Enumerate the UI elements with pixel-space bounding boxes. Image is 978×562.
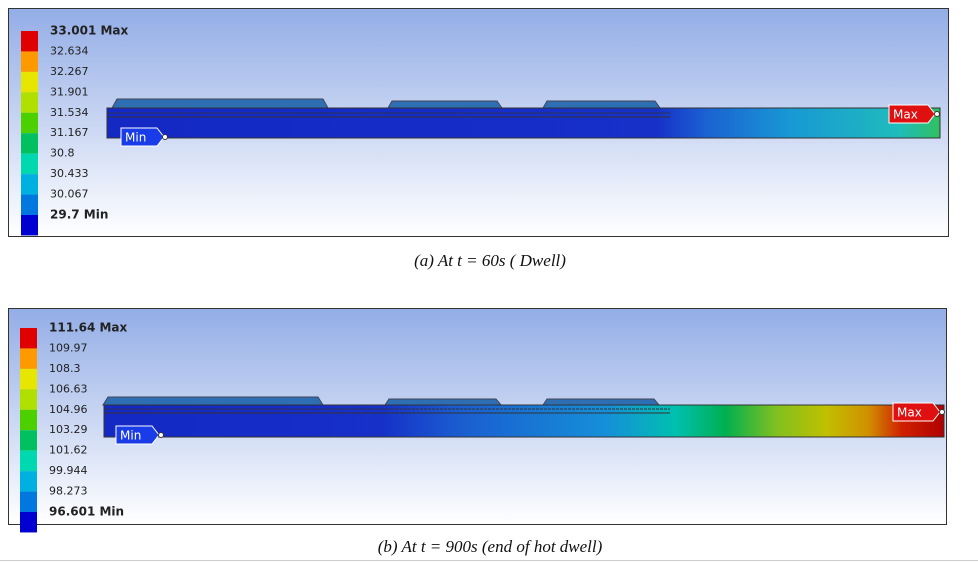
- legend-label: 31.534: [50, 106, 89, 119]
- legend-swatch: [20, 348, 37, 369]
- legend-label: 101.62: [49, 444, 88, 457]
- legend-swatch: [20, 430, 37, 451]
- min-tag: Min: [120, 429, 141, 443]
- legend-label: 29.7 Min: [50, 208, 108, 222]
- legend-swatch: [21, 31, 38, 52]
- min-point: [158, 432, 164, 438]
- legend-label: 104.96: [49, 403, 88, 416]
- legend-label: 109.97: [49, 341, 88, 354]
- body: [103, 404, 945, 438]
- legend-swatch: [20, 368, 37, 390]
- legend-label: 30.433: [50, 167, 89, 180]
- legend-label: 32.634: [50, 44, 89, 57]
- max-tag: Max: [897, 406, 922, 420]
- legend-label: 33.001 Max: [50, 24, 129, 38]
- legend-swatch: [20, 409, 37, 431]
- legend-swatch: [21, 174, 38, 195]
- legend-label: 98.273: [49, 485, 88, 498]
- legend-swatch: [20, 389, 37, 410]
- legend-label: 32.267: [50, 65, 89, 78]
- legend-swatch: [21, 153, 38, 175]
- panel: Min Max (b) At t = 900s (end of hot dwel…: [8, 308, 947, 556]
- max-point: [934, 111, 940, 117]
- legend-label: 96.601 Min: [49, 505, 124, 519]
- legend-swatch: [21, 133, 38, 154]
- pads: [111, 98, 661, 109]
- legend-swatch: [21, 194, 38, 215]
- legend-label: 111.64 Max: [49, 321, 128, 335]
- legend-label: 106.63: [49, 382, 88, 395]
- legend-swatch: [21, 71, 38, 93]
- legend-label: 108.3: [49, 362, 81, 375]
- legend-label: 31.167: [50, 126, 89, 139]
- legend-swatch: [20, 328, 37, 349]
- legend-swatch: [20, 512, 37, 533]
- legend-label: 31.901: [50, 85, 89, 98]
- caption: (b) At t = 900s (end of hot dwell): [378, 537, 603, 556]
- legend-swatch: [20, 491, 37, 512]
- legend-label: 30.067: [50, 188, 89, 201]
- caption: (a) At t = 60s ( Dwell): [414, 251, 566, 270]
- min-tag-box: [115, 425, 160, 445]
- legend-swatch: [20, 471, 37, 492]
- legend-label: 99.944: [49, 464, 88, 477]
- legend-swatch: [20, 450, 37, 472]
- legend-label: 103.29: [49, 423, 88, 436]
- min-point: [162, 134, 168, 140]
- legend-swatch: [21, 92, 38, 113]
- min-tag: Min: [125, 131, 146, 145]
- legend-swatch: [21, 51, 38, 72]
- max-tag: Max: [893, 108, 918, 122]
- legend-swatch: [21, 112, 38, 134]
- max-point: [939, 409, 945, 415]
- pads: [102, 396, 661, 406]
- panel: Min Max (a) At t = 60s ( Dwell) 33.001 M…: [8, 8, 949, 270]
- max-tag-box: [888, 104, 936, 124]
- legend-swatch: [21, 215, 38, 236]
- min-tag-box: [120, 127, 165, 147]
- max-tag-box: [892, 402, 941, 422]
- legend-label: 30.8: [50, 147, 75, 160]
